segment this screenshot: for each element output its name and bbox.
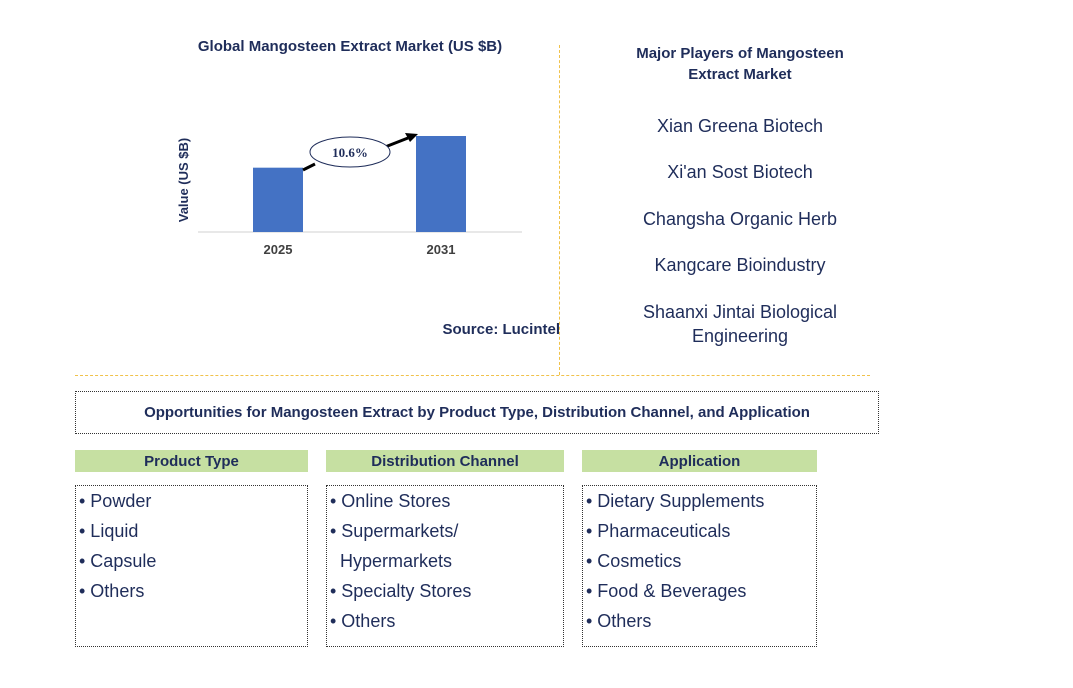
segment-list-distribution-channel: • Online Stores • Supermarkets/ Hypermar… — [326, 485, 564, 647]
players-title: Major Players of Mangosteen Extract Mark… — [600, 43, 880, 85]
list-item: • Dietary Supplements — [586, 491, 765, 511]
segment-header-application: Application — [582, 450, 817, 472]
list-item: • Powder — [79, 491, 152, 511]
opportunities-title: Opportunities for Mangosteen Extract by … — [75, 391, 879, 434]
list-item: • Supermarkets/ — [330, 521, 459, 541]
player-item: Changsha Organic Herb — [642, 209, 838, 229]
bar-chart: Value (US $B) 2025 2031 10.6% — [176, 133, 522, 257]
chart-title: Global Mangosteen Extract Market (US $B) — [197, 38, 503, 55]
list-item: • Liquid — [79, 521, 139, 541]
list-item: • Others — [586, 611, 652, 631]
segment-header-product-type: Product Type — [75, 450, 308, 472]
source-label: Source: Lucintel — [442, 321, 560, 338]
x-tick-labels: 2025 2031 — [264, 242, 456, 257]
list-item: Hypermarkets — [330, 551, 453, 571]
cagr-annotation: 10.6% — [302, 133, 418, 172]
segment-list-application: • Dietary Supplements • Pharmaceuticals … — [582, 485, 817, 647]
cagr-arrowhead — [405, 133, 418, 142]
players-title-line2: Extract Market — [688, 66, 792, 83]
player-item: Engineering — [691, 326, 789, 346]
players-title-line1: Major Players of Mangosteen — [636, 45, 844, 62]
list-item: • Others — [330, 611, 396, 631]
segment-list-product-type: • Powder • Liquid • Capsule • Others — [75, 485, 308, 647]
list-item: • Food & Beverages — [586, 581, 747, 601]
list-item: • Online Stores — [330, 491, 451, 511]
horizontal-divider — [75, 375, 870, 376]
x-tick-label: 2031 — [427, 242, 456, 257]
cagr-arrow-left — [302, 162, 316, 172]
list-item: • Cosmetics — [586, 551, 682, 571]
bar-2025 — [253, 167, 303, 232]
vertical-divider — [559, 45, 560, 375]
bars-group — [253, 136, 466, 232]
list-item: • Capsule — [79, 551, 157, 571]
list-item: • Pharmaceuticals — [586, 521, 731, 541]
player-item: Shaanxi Jintai Biological — [642, 302, 838, 322]
bar-2031 — [416, 136, 466, 232]
cagr-bubble — [309, 136, 391, 168]
y-axis-label: Value (US $B) — [176, 138, 191, 223]
player-item: Xian Greena Biotech — [656, 116, 824, 136]
player-item: Kangcare Bioindustry — [654, 255, 826, 275]
list-item: • Specialty Stores — [330, 581, 472, 601]
list-item: • Others — [79, 581, 145, 601]
player-item: Xi'an Sost Biotech — [667, 162, 813, 182]
x-tick-label: 2025 — [264, 242, 293, 257]
cagr-label: 10.6% — [332, 145, 368, 160]
cagr-arrow-right — [384, 136, 409, 149]
segment-header-distribution-channel: Distribution Channel — [326, 450, 564, 472]
